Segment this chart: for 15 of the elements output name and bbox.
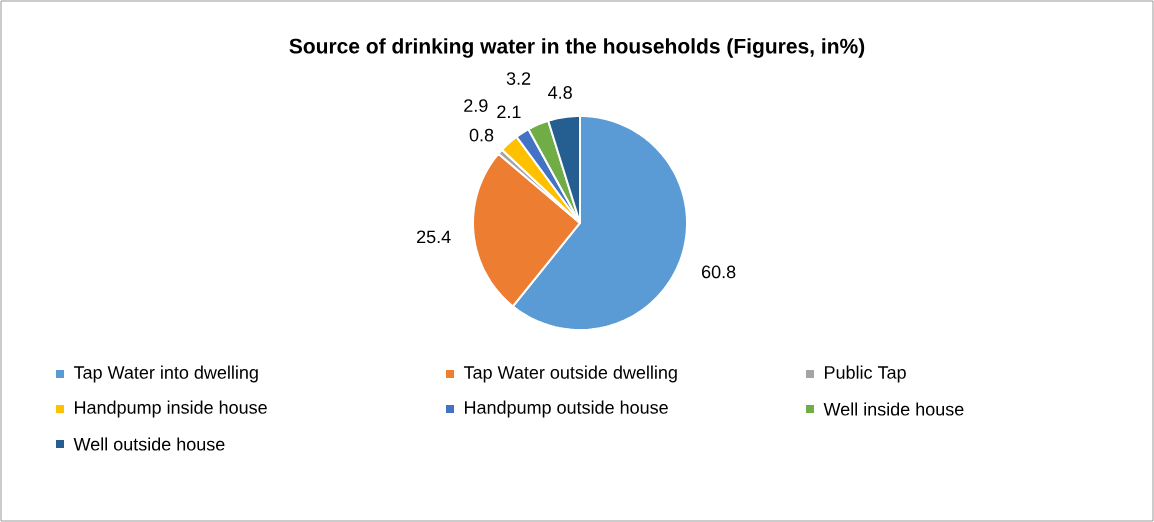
data-label: 60.8: [702, 265, 736, 279]
data-label: 3.2: [506, 72, 531, 85]
legend-label: Well inside house: [823, 402, 964, 416]
chart-title: Source of drinking water in the households (Figures, in%): [289, 38, 865, 58]
data-label: 0.8: [469, 128, 494, 142]
legend-label: Well outside house: [73, 437, 225, 451]
data-label: 25.4: [417, 230, 451, 244]
data-label: 2.1: [497, 105, 521, 119]
legend-label: Handpump inside house: [75, 400, 267, 418]
legend-label: Public Tap: [825, 365, 906, 383]
data-label: 4.8: [548, 86, 572, 99]
legend-label: Tap Water outside dwelling: [463, 365, 677, 383]
legend-label: Handpump outside house: [465, 400, 668, 418]
data-label: 2.9: [464, 99, 488, 112]
legend-label: Tap Water into dwelling: [73, 365, 258, 383]
